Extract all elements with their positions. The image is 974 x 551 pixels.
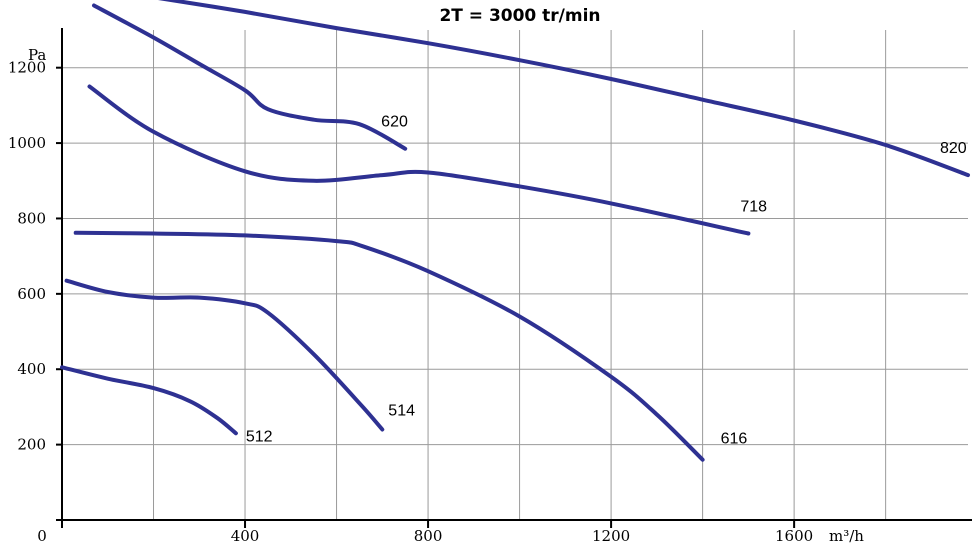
series-label-514: 514 [388, 403, 415, 420]
x-tick-label: 1600 [775, 527, 813, 545]
series-label-512: 512 [246, 428, 273, 445]
series-line-512 [60, 365, 238, 436]
y-tick-label: 200 [17, 436, 46, 454]
x-tick-label: 800 [414, 527, 443, 545]
y-tick-label: 800 [17, 209, 46, 227]
series-line-718 [87, 84, 751, 236]
series-label-620: 620 [381, 114, 408, 131]
series-line-620 [92, 3, 408, 151]
y-tick-label: 600 [17, 285, 46, 303]
series-line-514 [64, 278, 385, 432]
series-line-616 [73, 230, 705, 462]
x-tick-label: 1200 [592, 527, 630, 545]
y-unit-label: Pa [28, 46, 46, 64]
axis-layer [56, 28, 972, 528]
y-tick-label: 1200 [8, 59, 46, 77]
series-label-616: 616 [721, 431, 748, 448]
x-tick-label: 0 [37, 527, 47, 545]
curve-layer [60, 0, 970, 462]
x-tick-label: 400 [231, 527, 260, 545]
series-label-718: 718 [740, 199, 767, 216]
chart-title: 2T = 3000 tr/min [439, 6, 600, 26]
grid-layer [62, 30, 968, 520]
y-tick-label: 400 [17, 360, 46, 378]
series-line-820 [157, 0, 970, 178]
x-unit-label: m³/h [829, 527, 864, 545]
label-layer: 200 400 600 800 1000 1200 0 400 800 1200 1600 512 51… [8, 59, 967, 545]
y-tick-label: 1000 [8, 134, 46, 152]
series-label-820: 820 [940, 140, 967, 157]
